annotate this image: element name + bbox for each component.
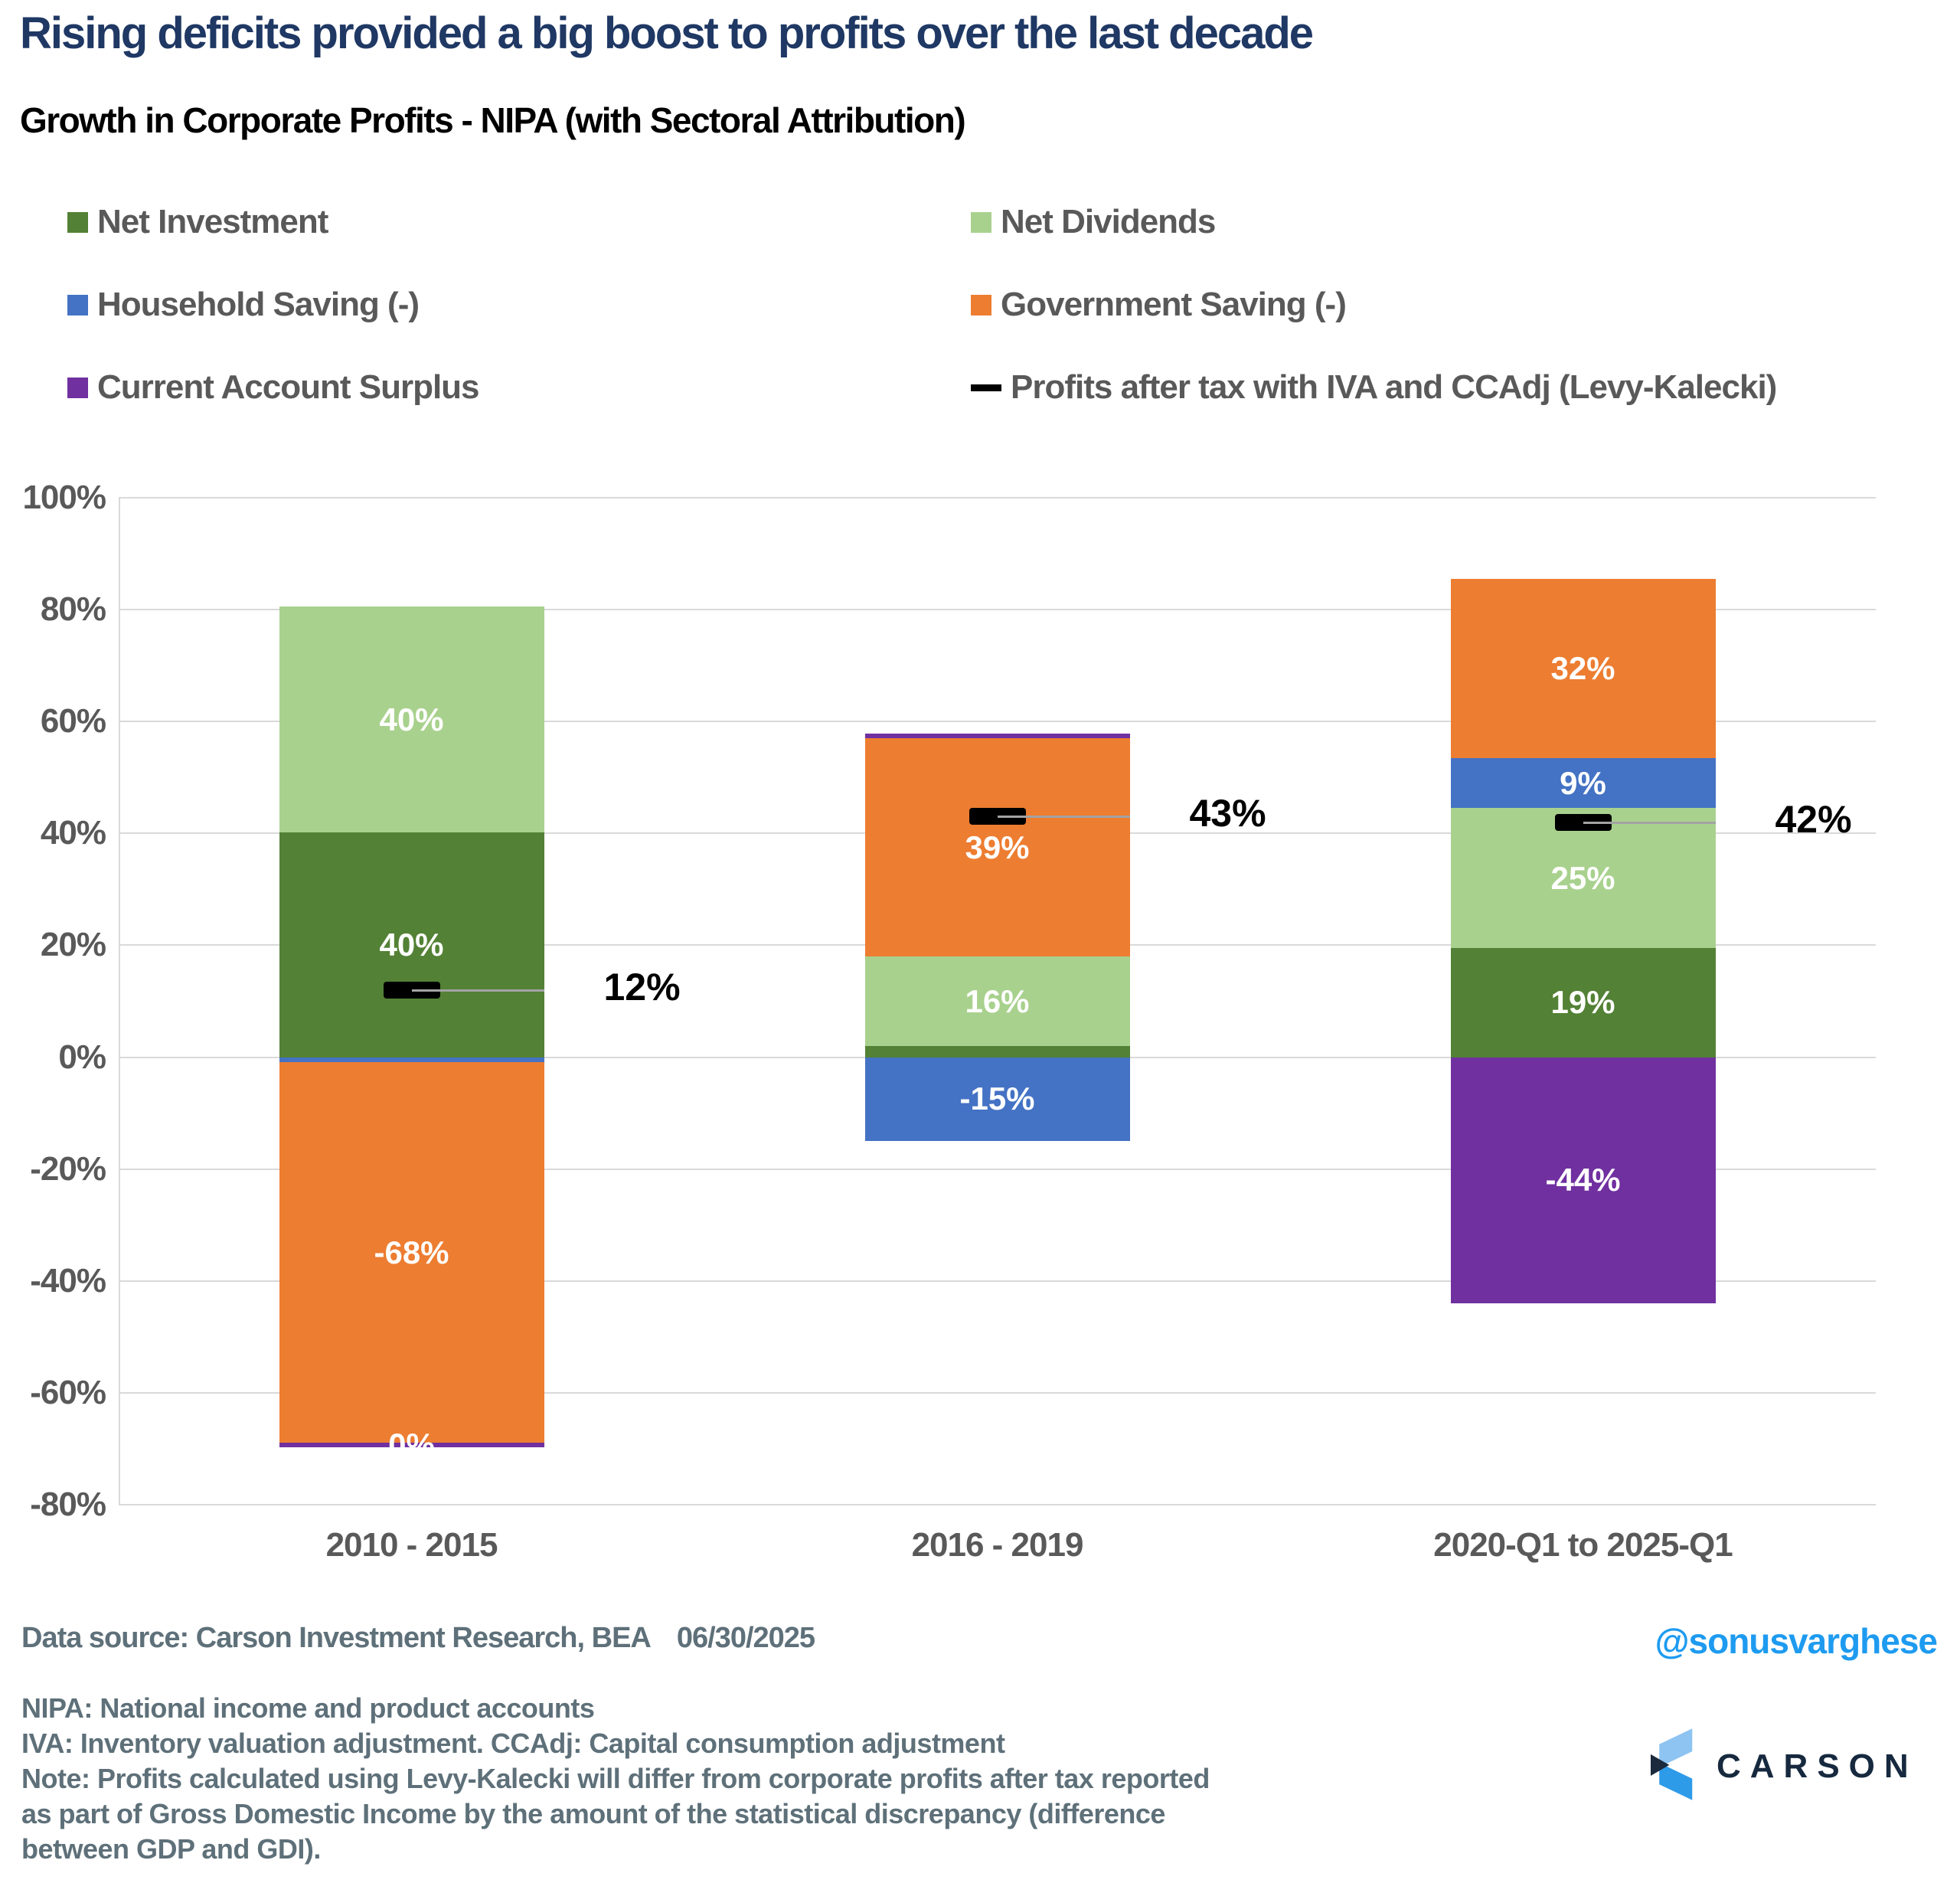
y-tick-label: -40%	[30, 1261, 106, 1299]
levy-leader-line	[997, 816, 1130, 819]
legend-label: Net Investment	[97, 203, 328, 240]
bar-segment-net_investment	[279, 832, 544, 1058]
levy-annotation: 12%	[603, 965, 681, 1009]
bar-segment-label: 40%	[379, 926, 444, 963]
legend-label: Current Account Surplus	[97, 368, 480, 406]
bar-segment-label: 25%	[1550, 859, 1615, 896]
levy_kalecki-dash-icon	[971, 384, 1001, 391]
gridline	[119, 721, 1876, 723]
bar-segment-government_saving	[279, 1062, 544, 1443]
net_dividends-swatch-icon	[971, 211, 991, 233]
bar-segment-label: -15%	[959, 1080, 1035, 1117]
carson-brand: CARSON	[1651, 1728, 1918, 1805]
carson-logo-icon	[1651, 1728, 1695, 1805]
footnote-line: Note: Profits calculated using Levy-Kale…	[21, 1763, 1210, 1794]
gridline	[119, 497, 1876, 499]
y-tick-label: -60%	[30, 1373, 106, 1411]
y-tick-label: 0%	[58, 1038, 106, 1076]
bar-segment-net_investment	[864, 1045, 1130, 1058]
bar-segment-household_saving	[279, 1057, 544, 1063]
legend-label: Household Saving (-)	[97, 286, 420, 323]
gridline	[119, 1280, 1876, 1282]
bar-segment-net_dividends	[1450, 808, 1716, 949]
legend-item-household_saving: Household Saving (-)	[67, 285, 971, 325]
bar-segment-label: 0%	[388, 1426, 435, 1463]
bar-segment-label: -44%	[1545, 1162, 1621, 1198]
household_saving-swatch-icon	[67, 294, 88, 315]
bar-segment-label: 40%	[379, 701, 444, 737]
bar-segment-household_saving	[1450, 757, 1716, 809]
page-title: Rising deficits provided a big boost to …	[20, 8, 1314, 58]
y-tick-label: 40%	[40, 814, 106, 852]
y-tick-label: 60%	[40, 702, 106, 740]
net_investment-swatch-icon	[67, 211, 88, 233]
author-handle: @sonusvarghese	[1655, 1621, 1938, 1661]
bar-segment-label: 9%	[1560, 764, 1606, 801]
legend-label: Net Dividends	[1001, 203, 1216, 240]
data-source-date: 06/30/2025	[676, 1622, 815, 1654]
legend-item-government_saving: Government Saving (-)	[971, 285, 1905, 325]
legend-label: Government Saving (-)	[1001, 286, 1347, 323]
y-axis-line	[119, 498, 120, 1505]
bar-segment-net_dividends	[279, 606, 544, 832]
chart-subtitle: Growth in Corporate Profits - NIPA (with…	[20, 100, 966, 140]
x-category-label: 2010 - 2015	[325, 1526, 498, 1564]
data-source-text: Data source: Carson Investment Research,…	[21, 1622, 652, 1654]
y-tick-label: -20%	[30, 1149, 106, 1188]
legend-item-net_dividends: Net Dividends	[971, 202, 1905, 242]
data-source-line: Data source: Carson Investment Research,…	[21, 1622, 815, 1655]
levy-annotation: 43%	[1189, 792, 1266, 835]
legend: Net Investment Net Dividends Household Sav…	[67, 202, 1905, 407]
legend-item-current_account: Current Account Surplus	[67, 368, 971, 407]
y-tick-label: 80%	[40, 590, 106, 629]
levy-annotation: 42%	[1775, 797, 1852, 841]
footnote-line: IVA: Inventory valuation adjustment. CCA…	[21, 1728, 1005, 1759]
footnotes: NIPA: National income and product accoun…	[21, 1691, 1210, 1867]
bar-segment-government_saving	[864, 738, 1130, 957]
legend-label: Profits after tax with IVA and CCAdj (Le…	[1011, 368, 1777, 406]
bar-segment-current_account	[864, 734, 1130, 739]
bar-segment-label: 32%	[1550, 649, 1615, 686]
bar-segment-label: 19%	[1550, 984, 1615, 1021]
bar-segment-current_account	[1450, 1057, 1716, 1303]
x-category-label: 2016 - 2019	[911, 1526, 1084, 1564]
levy-leader-line	[411, 989, 544, 992]
bar-segment-government_saving	[1450, 578, 1716, 758]
gridline	[119, 1391, 1876, 1394]
government_saving-swatch-icon	[971, 294, 991, 315]
gridline	[119, 609, 1876, 611]
footnote-line: between GDP and GDI).	[21, 1833, 321, 1865]
bar-segment-net_dividends	[864, 956, 1130, 1046]
gridline	[119, 1168, 1876, 1170]
x-category-label: 2020-Q1 to 2025-Q1	[1433, 1526, 1733, 1564]
legend-item-levy_kalecki: Profits after tax with IVA and CCAdj (Le…	[971, 368, 1905, 407]
current_account-swatch-icon	[67, 377, 88, 398]
bar-segment-household_saving	[864, 1057, 1130, 1142]
y-tick-label: 20%	[40, 926, 106, 964]
bar-segment-label: 16%	[965, 982, 1030, 1019]
y-tick-label: 100%	[22, 479, 106, 516]
y-tick-label: -80%	[30, 1486, 106, 1523]
levy-leader-line	[1583, 821, 1716, 824]
bar-segment-label: -68%	[374, 1234, 449, 1270]
bar-segment-net_investment	[1450, 948, 1716, 1058]
footnote-line: as part of Gross Domestic Income by the …	[21, 1798, 1165, 1829]
bar-segment-current_account	[279, 1442, 544, 1447]
gridline	[119, 1504, 1876, 1505]
legend-item-net_investment: Net Investment	[67, 202, 971, 242]
bar-segment-label: 39%	[965, 829, 1030, 865]
carson-wordmark: CARSON	[1717, 1747, 1918, 1785]
footnote-line: NIPA: National income and product accoun…	[21, 1692, 595, 1724]
